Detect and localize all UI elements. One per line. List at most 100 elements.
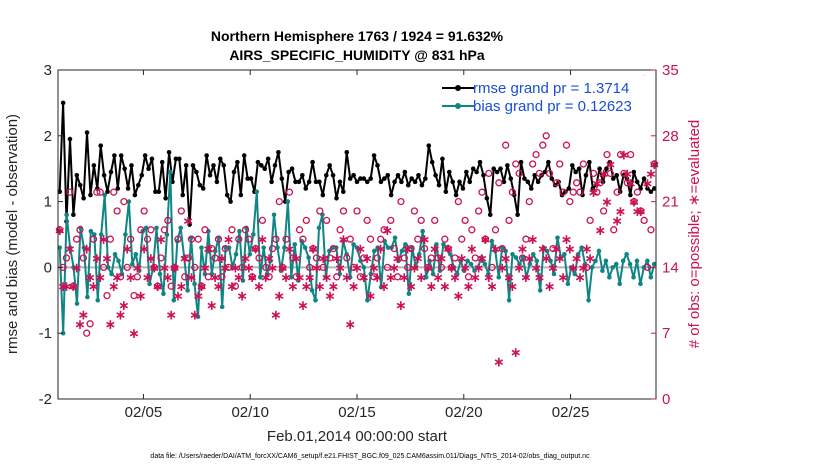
y2-tick-label: 7 (662, 325, 670, 342)
evaluated-point: ∗ (368, 260, 380, 276)
evaluated-point: ∗ (250, 242, 262, 258)
evaluated-point: ∗ (226, 279, 238, 295)
evaluated-point: ∗ (422, 260, 434, 276)
evaluated-point: ∗ (375, 242, 387, 258)
possible-point (620, 169, 628, 178)
evaluated-point: ∗ (463, 279, 475, 295)
evaluated-point: ∗ (260, 270, 272, 286)
bias-point (164, 232, 170, 237)
possible-point (83, 329, 91, 337)
evaluated-point: ∗ (165, 307, 177, 323)
rmse-point (77, 182, 83, 188)
rmse-point (450, 179, 455, 185)
bias-point (496, 274, 502, 280)
evaluated-point: ∗ (88, 279, 100, 295)
rmse-point (395, 172, 401, 178)
bias-point (593, 258, 598, 264)
rmse-point (334, 196, 339, 201)
rmse-point (221, 163, 227, 168)
evaluated-point: ∗ (169, 260, 181, 276)
rmse-point (74, 172, 80, 178)
possible-point (319, 263, 327, 272)
bias-point (617, 281, 623, 287)
evaluated-point: ∗ (550, 242, 562, 258)
bias-point (161, 291, 166, 297)
possible-point (79, 254, 87, 262)
bias-point (603, 258, 609, 264)
possible-point (150, 263, 158, 272)
possible-point (56, 226, 64, 234)
x-tick-label: 02/15 (338, 404, 376, 421)
evaluated-point: ∗ (297, 298, 309, 314)
possible-point (292, 273, 300, 281)
evaluated-point: ∗ (503, 270, 515, 286)
possible-point (120, 197, 128, 206)
bias-point (57, 245, 63, 250)
evaluated-point: ∗ (98, 232, 110, 248)
possible-point (404, 263, 412, 272)
evaluated-point: ∗ (554, 251, 566, 267)
possible-point (265, 273, 273, 281)
rmse-point (467, 179, 473, 185)
possible-point (299, 235, 307, 243)
rmse-point (409, 176, 414, 181)
y2-tick-label: 35 (662, 62, 679, 79)
possible-point (410, 207, 419, 215)
possible-point (454, 197, 463, 206)
rmse-point (149, 156, 155, 162)
evaluated-point: ∗ (500, 251, 512, 267)
bias-point (351, 242, 356, 247)
y-tick-label: -1 (39, 325, 52, 342)
evaluated-point: ∗ (398, 270, 410, 286)
evaluated-point: ∗ (419, 232, 431, 248)
evaluated-point: ∗ (642, 176, 654, 192)
bias-point (465, 258, 470, 264)
bias-point (579, 245, 584, 250)
possible-point (191, 263, 199, 272)
evaluated-point: ∗ (152, 279, 164, 295)
evaluated-point: ∗ (290, 251, 302, 267)
bias-point (185, 288, 190, 293)
bias-point (517, 261, 522, 267)
possible-point (76, 226, 84, 234)
bias-point (354, 245, 360, 250)
evaluated-point: ∗ (270, 307, 282, 323)
rmse-point (648, 189, 654, 195)
possible-point (637, 207, 645, 215)
evaluated-point: ∗ (84, 270, 96, 286)
evaluated-point: ∗ (324, 289, 336, 305)
bias-point (133, 251, 139, 257)
bias-point (416, 251, 422, 257)
evaluated-point: ∗ (311, 260, 323, 276)
evaluated-point: ∗ (219, 260, 231, 276)
evaluated-point: ∗ (439, 279, 451, 295)
rmse-point (522, 176, 527, 181)
possible-point (251, 244, 260, 253)
bias-point (589, 265, 595, 270)
rmse-point (139, 172, 145, 178)
rmse-point (388, 192, 394, 198)
possible-point (491, 226, 500, 234)
rmse-point (204, 153, 209, 158)
evaluated-point: ∗ (213, 279, 225, 295)
possible-point (245, 235, 253, 243)
evaluated-point: ∗ (645, 166, 657, 182)
possible-point (383, 263, 392, 272)
rmse-point (354, 179, 360, 185)
possible-point (376, 235, 385, 243)
rmse-point (310, 159, 315, 165)
rmse-point (358, 176, 363, 181)
bias-point (323, 274, 329, 280)
evaluated-point: ∗ (591, 176, 603, 192)
possible-point (268, 244, 277, 253)
bias-point (126, 199, 132, 204)
possible-point (373, 254, 381, 262)
rmse-point (71, 212, 76, 218)
bias-point (195, 314, 201, 320)
possible-point (110, 188, 118, 196)
bias-point (403, 242, 408, 247)
bias-point (648, 274, 654, 280)
rmse-point (122, 166, 127, 171)
possible-point (96, 188, 104, 196)
possible-point (525, 197, 533, 206)
